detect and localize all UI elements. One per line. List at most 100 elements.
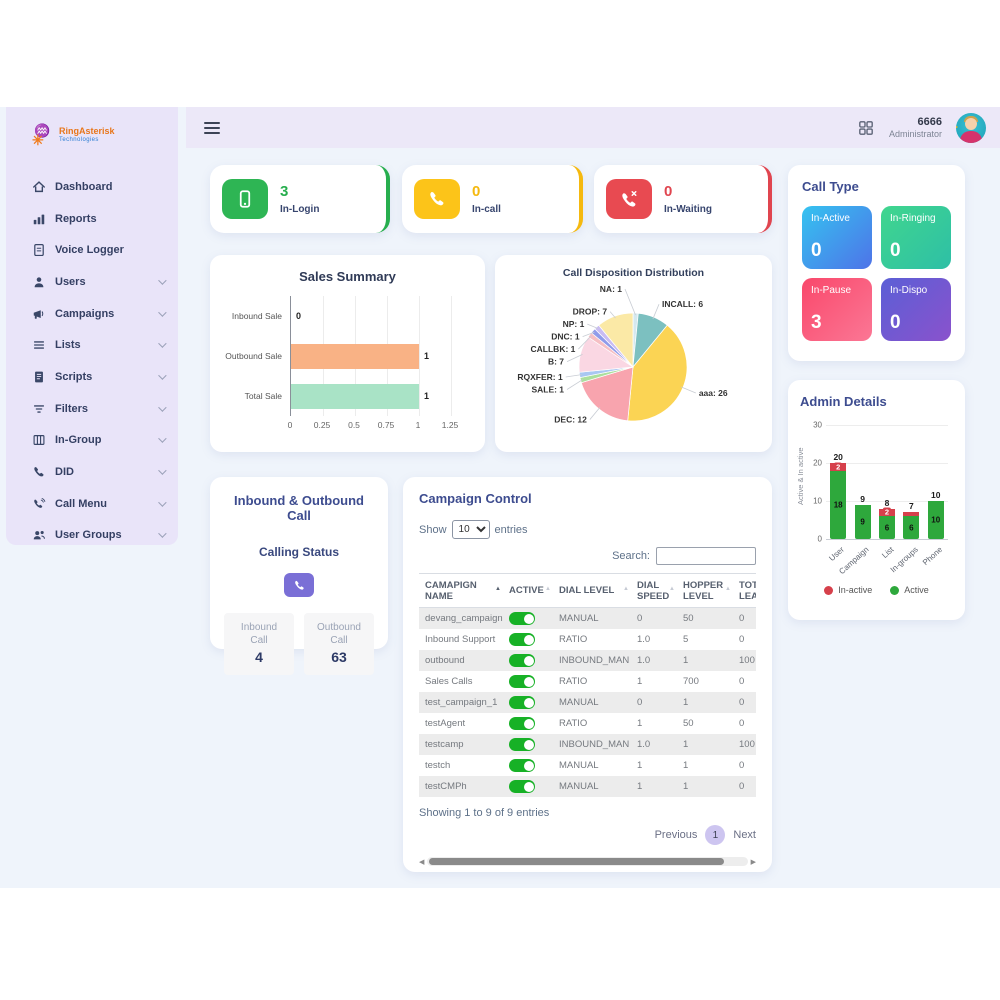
call-disposition-title: Call Disposition Distribution bbox=[562, 267, 705, 279]
hamburger-menu-icon[interactable] bbox=[204, 119, 220, 137]
campaign-control-card: Campaign Control Show 10 entries Search:… bbox=[403, 477, 772, 872]
dial-speed-cell: 1 bbox=[637, 718, 643, 729]
next-button[interactable]: Next bbox=[733, 829, 756, 841]
column-header-total-leads[interactable]: TOTAL LEADS▲ bbox=[733, 573, 756, 608]
app-frame: 6666 Administrator ♒ ✳ RingAsterisk Techn… bbox=[0, 107, 1000, 888]
apps-grid-icon[interactable] bbox=[857, 119, 875, 137]
avatar[interactable] bbox=[956, 112, 986, 143]
dial-level-cell: RATIO bbox=[559, 676, 588, 687]
scrollbar-track[interactable] bbox=[427, 857, 748, 866]
legend-dot bbox=[824, 585, 834, 595]
total-leads-cell: 100 bbox=[733, 734, 756, 755]
x-tick-label: 1 bbox=[415, 420, 421, 430]
topbar-right: 6666 Administrator bbox=[857, 112, 986, 143]
sidebar-item-voice-logger[interactable]: Voice Logger bbox=[6, 234, 178, 266]
user-group-icon bbox=[32, 528, 46, 542]
page-1-button[interactable]: 1 bbox=[705, 825, 726, 845]
entries-label: entries bbox=[494, 523, 528, 536]
dial-speed-cell: 1.0 bbox=[631, 734, 677, 755]
filter-icon bbox=[32, 402, 46, 416]
legend: In-active Active bbox=[800, 585, 953, 595]
sidebar-item-user-groups[interactable]: User Groups bbox=[6, 520, 178, 552]
scrollbar-thumb[interactable] bbox=[429, 858, 724, 865]
tile-label: In-Dispo bbox=[890, 285, 928, 296]
call-disposition-card: Call Disposition Distribution NA: 1 INCAL… bbox=[495, 255, 772, 452]
bar-user: 20 2 18 bbox=[830, 452, 847, 539]
campaign-name-cell: Sales Calls bbox=[425, 676, 473, 687]
inactive-segment: 2 bbox=[878, 507, 895, 517]
user-block[interactable]: 6666 Administrator bbox=[889, 116, 942, 140]
scroll-left-icon[interactable]: ◀ bbox=[419, 858, 425, 866]
total-leads-cell: 100 bbox=[733, 650, 756, 671]
logo-icon: ♒ ✳ bbox=[32, 123, 51, 148]
active-toggle[interactable] bbox=[509, 717, 535, 730]
previous-button[interactable]: Previous bbox=[654, 829, 698, 841]
megaphone-icon bbox=[32, 307, 46, 321]
active-toggle[interactable] bbox=[509, 654, 535, 667]
campaign-table: CAMAPIGN NAME ▲ ACTIVE ▲ DIAL LEVEL ▲ DIAL SPE… bbox=[419, 573, 756, 797]
active-toggle[interactable] bbox=[509, 612, 535, 625]
sidebar-item-dashboard[interactable]: Dashboard bbox=[6, 171, 178, 203]
sidebar-item-scripts[interactable]: Scripts bbox=[6, 361, 178, 393]
search-input[interactable] bbox=[656, 547, 756, 565]
call-type-grid: In-Active 0 In-Ringing 0 In-Pause 3 In-Dispo 0 bbox=[802, 206, 951, 341]
active-toggle[interactable] bbox=[509, 759, 535, 772]
dial-level-cell: MANUAL bbox=[553, 607, 631, 629]
bar-value-label: 0 bbox=[296, 311, 302, 321]
sidebar-item-call-menu[interactable]: Call Menu bbox=[6, 488, 178, 520]
inactive-value-label: 2 bbox=[834, 462, 843, 472]
inactive-value-label: 2 bbox=[882, 507, 892, 517]
call-type-tile-in-pause: In-Pause 3 bbox=[802, 278, 872, 341]
sidebar-item-in-group[interactable]: In-Group bbox=[6, 425, 178, 457]
sidebar-item-filters[interactable]: Filters bbox=[6, 393, 178, 425]
table-row: testCMPh MANUAL 1 1 0 bbox=[419, 776, 756, 797]
chevron-down-icon bbox=[158, 371, 167, 380]
active-toggle[interactable] bbox=[509, 633, 535, 646]
active-toggle[interactable] bbox=[509, 780, 535, 793]
x-tick-label: 0.25 bbox=[313, 420, 331, 430]
pie-label: SALE: 1 bbox=[531, 384, 564, 394]
sidebar-item-reports[interactable]: Reports bbox=[6, 203, 178, 235]
bar-value-label: 1 bbox=[424, 391, 430, 401]
table-row: test_campaign_1 MANUAL 0 1 0 bbox=[419, 692, 756, 713]
sidebar-item-campaigns[interactable]: Campaigns bbox=[6, 298, 178, 330]
horizontal-scrollbar[interactable]: ◀ ▶ bbox=[419, 857, 756, 866]
column-header-camapign-name[interactable]: CAMAPIGN NAME ▲ bbox=[419, 573, 503, 608]
sidebar-item-label: Lists bbox=[55, 339, 81, 352]
sidebar-item-users[interactable]: Users bbox=[6, 266, 178, 298]
call-box-label: Inbound Call bbox=[240, 622, 278, 646]
sidebar-item-label: In-Group bbox=[55, 434, 102, 447]
stat-value: 0 bbox=[472, 183, 481, 200]
column-header-dial-speed[interactable]: DIAL SPEED ▲ bbox=[631, 573, 677, 608]
column-header-hopper-level[interactable]: HOPPER LEVEL ▲ bbox=[677, 573, 733, 608]
calling-status-phone-button[interactable] bbox=[284, 573, 314, 597]
active-segment: 18 bbox=[830, 470, 847, 539]
x-tick-label: 0.5 bbox=[348, 420, 360, 430]
phone-missed-icon bbox=[606, 179, 652, 219]
x-tick-label: List bbox=[879, 545, 896, 561]
logo: ♒ ✳ RingAsterisk Technologies bbox=[6, 117, 178, 157]
chevron-down-icon bbox=[158, 339, 167, 349]
chevron-down-icon bbox=[158, 307, 167, 317]
user-role: Administrator bbox=[888, 128, 942, 139]
admin-details-chart: Active & In active 0 10 20 30 20 2 18 9 9 8 2 6 7 6 10 1… bbox=[796, 419, 953, 615]
legend-item-active: Active bbox=[890, 585, 929, 595]
active-toggle[interactable] bbox=[509, 738, 535, 751]
sidebar-item-label: Voice Logger bbox=[55, 244, 124, 257]
sidebar-item-did[interactable]: DID bbox=[6, 456, 178, 488]
column-header-dial-level[interactable]: DIAL LEVEL ▲ bbox=[553, 573, 631, 608]
call-type-tile-in-dispo: In-Dispo 0 bbox=[881, 278, 951, 341]
header-label: CAMAPIGN NAME bbox=[425, 579, 477, 602]
active-toggle[interactable] bbox=[509, 675, 535, 688]
hopper-level-cell: 5 bbox=[683, 634, 689, 645]
logo-subtitle: Technologies bbox=[59, 136, 99, 143]
call-box-value: 63 bbox=[331, 649, 347, 665]
pie-label: RQXFER: 1 bbox=[517, 372, 563, 382]
stat-card-in-call: 0 In-call bbox=[402, 165, 583, 233]
column-header-active[interactable]: ACTIVE ▲ bbox=[503, 573, 553, 608]
scroll-right-icon[interactable]: ▶ bbox=[750, 858, 756, 866]
sidebar-item-lists[interactable]: Lists bbox=[6, 329, 178, 361]
active-toggle[interactable] bbox=[509, 696, 535, 709]
page-size-select[interactable]: 10 bbox=[451, 520, 490, 539]
